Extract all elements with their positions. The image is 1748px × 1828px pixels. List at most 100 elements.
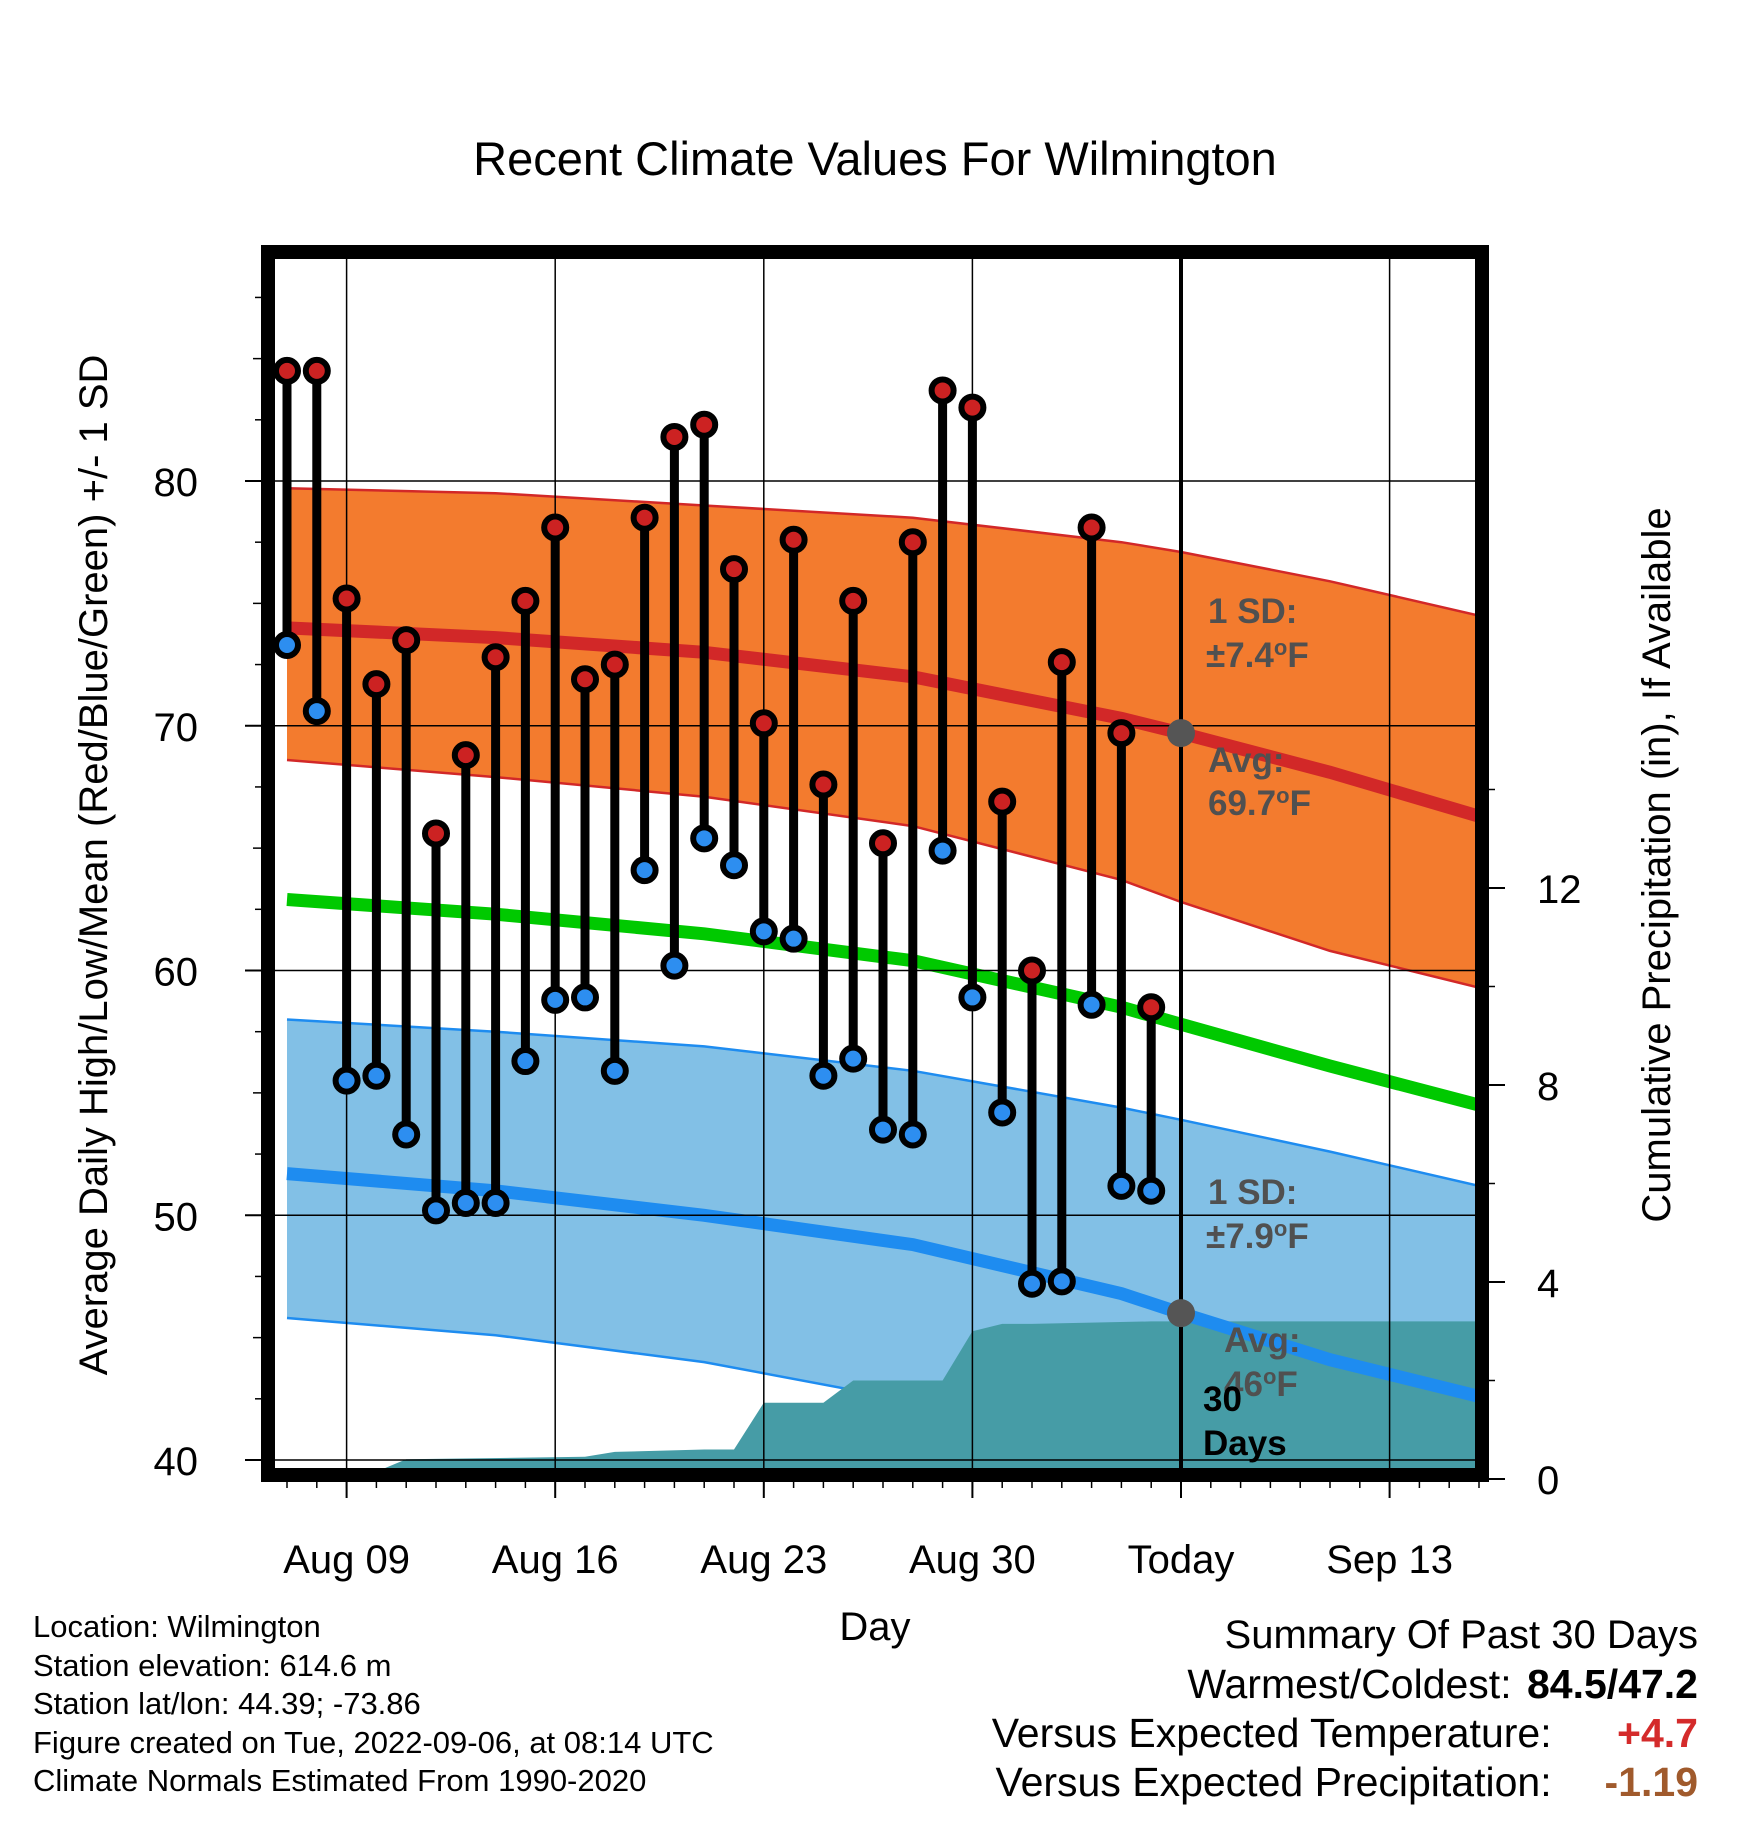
low-point bbox=[779, 924, 808, 953]
low-point bbox=[958, 983, 987, 1012]
x-axis-title: Day bbox=[839, 1605, 910, 1649]
high-avg-value: 69.7oF bbox=[1208, 783, 1311, 824]
low-point bbox=[1018, 1269, 1046, 1298]
high-sd-value-part: o bbox=[1274, 635, 1287, 660]
low-point bbox=[422, 1196, 450, 1225]
low-point bbox=[928, 836, 957, 865]
low-band-upper-edge bbox=[286, 1018, 1479, 1188]
high-band-lower-edge bbox=[286, 758, 1479, 989]
normal-high-line bbox=[286, 621, 1479, 823]
y2-tick-label: 8 bbox=[1537, 1065, 1559, 1109]
high-sd-value: ±7.4oF bbox=[1206, 635, 1309, 676]
days-label-text: Days bbox=[1203, 1424, 1287, 1463]
today-high-avg-marker bbox=[1167, 719, 1195, 748]
normals-text: Climate Normals Estimated From 1990-2020 bbox=[33, 1763, 647, 1798]
high-point bbox=[1018, 956, 1046, 985]
high-point bbox=[660, 422, 689, 451]
high-point bbox=[273, 356, 301, 385]
x-tick-label: Aug 23 bbox=[700, 1538, 827, 1582]
summary-temp-row: Versus Expected Temperature: +4.7 bbox=[992, 1709, 1698, 1758]
high-point bbox=[779, 525, 808, 554]
high-point bbox=[988, 787, 1017, 816]
warm-cold-label: Warmest/Coldest: bbox=[1187, 1661, 1512, 1707]
y-axis-title: Average Daily High/Low/Mean (Red/Blue/Gr… bbox=[72, 355, 116, 1376]
high-point bbox=[690, 410, 719, 439]
low-sd-value: ±7.9oF bbox=[1206, 1216, 1309, 1257]
normal-low-line bbox=[286, 1167, 1479, 1403]
high-sd-label-part: 1 SD: bbox=[1208, 592, 1297, 631]
y-tick-label: 60 bbox=[154, 951, 199, 995]
precip-label: Versus Expected Precipitation: bbox=[995, 1759, 1552, 1805]
plot-frame bbox=[261, 245, 1489, 1482]
high-point bbox=[1137, 993, 1166, 1022]
low-point bbox=[332, 1066, 361, 1095]
x-tick-label: Aug 16 bbox=[492, 1538, 619, 1582]
high-point bbox=[1077, 513, 1106, 542]
high-point bbox=[302, 356, 331, 385]
low-point bbox=[690, 824, 719, 853]
summary-precip-row: Versus Expected Precipitation: -1.19 bbox=[992, 1758, 1699, 1807]
summary-title: Summary Of Past 30 Days bbox=[1224, 1613, 1698, 1657]
y-tick-label: 40 bbox=[154, 1440, 199, 1484]
high-avg-value-part: 69.7 bbox=[1208, 784, 1276, 823]
chart-title: Recent Climate Values For Wilmington bbox=[473, 132, 1277, 185]
low-sd-value-part: ±7.9 bbox=[1206, 1217, 1274, 1256]
low-point bbox=[1137, 1176, 1166, 1205]
low-avg-value-part: F bbox=[1276, 1365, 1297, 1404]
y2-tick-label: 4 bbox=[1537, 1262, 1559, 1306]
high-point bbox=[898, 528, 927, 557]
high-point bbox=[749, 709, 778, 738]
y-tick-label: 50 bbox=[154, 1195, 199, 1239]
location-text: Location: Wilmington bbox=[33, 1609, 321, 1644]
high-point bbox=[392, 626, 421, 655]
high-avg-label: Avg: bbox=[1208, 741, 1284, 780]
low-point bbox=[839, 1044, 868, 1073]
low-point bbox=[600, 1056, 629, 1085]
normal-mean-line bbox=[286, 893, 1479, 1112]
high-avg-label-part: Avg: bbox=[1208, 741, 1284, 780]
low-point bbox=[392, 1120, 421, 1149]
days-label-number: 30 bbox=[1203, 1380, 1242, 1419]
summary-panel: Summary Of Past 30 Days Warmest/Coldest:… bbox=[992, 1610, 1698, 1807]
high-point bbox=[809, 770, 838, 799]
low-point bbox=[630, 856, 659, 885]
low-point bbox=[302, 697, 331, 726]
y2-tick-label: 12 bbox=[1537, 868, 1582, 912]
low-point bbox=[898, 1120, 927, 1149]
low-sd-label-part: 1 SD: bbox=[1208, 1173, 1297, 1212]
x-tick-label: Today bbox=[1128, 1538, 1235, 1582]
x-tick-label: Sep 13 bbox=[1326, 1538, 1453, 1582]
low-avg-value-part: o bbox=[1263, 1364, 1276, 1389]
precip-value: -1.19 bbox=[1604, 1759, 1698, 1805]
warm-cold-value: 84.5/47.2 bbox=[1527, 1661, 1698, 1707]
high-point bbox=[422, 819, 450, 848]
low-point bbox=[571, 983, 599, 1012]
high-point bbox=[332, 584, 361, 613]
high-sd-label: 1 SD: bbox=[1208, 592, 1297, 631]
high-point bbox=[451, 741, 480, 770]
high-avg-value-part: F bbox=[1290, 784, 1311, 823]
high-point bbox=[1107, 719, 1136, 748]
low-point bbox=[1107, 1171, 1136, 1200]
high-point bbox=[541, 513, 570, 542]
high-point bbox=[839, 586, 868, 615]
low-point bbox=[749, 917, 778, 946]
low-point bbox=[720, 851, 748, 880]
low-point bbox=[511, 1047, 540, 1076]
low-avg-label-part: Avg: bbox=[1224, 1321, 1300, 1360]
y2-tick-label: 0 bbox=[1537, 1459, 1559, 1503]
days-label-number-part: 30 bbox=[1203, 1380, 1242, 1419]
summary-warm-cold-row: Warmest/Coldest: 84.5/47.2 bbox=[992, 1660, 1698, 1709]
high-avg-value-part: o bbox=[1276, 783, 1289, 808]
high-point bbox=[630, 503, 659, 532]
low-sd-label: 1 SD: bbox=[1208, 1173, 1297, 1212]
x-tick-label: Aug 30 bbox=[909, 1538, 1036, 1582]
temp-label: Versus Expected Temperature: bbox=[991, 1710, 1552, 1756]
y-tick-label: 70 bbox=[154, 706, 199, 750]
low-avg-value-part: 46 bbox=[1224, 1365, 1263, 1404]
low-point bbox=[1077, 990, 1106, 1019]
high-band-upper-edge bbox=[286, 487, 1479, 617]
high-sd-value-part: ±7.4 bbox=[1206, 636, 1274, 675]
high-point bbox=[720, 555, 748, 584]
